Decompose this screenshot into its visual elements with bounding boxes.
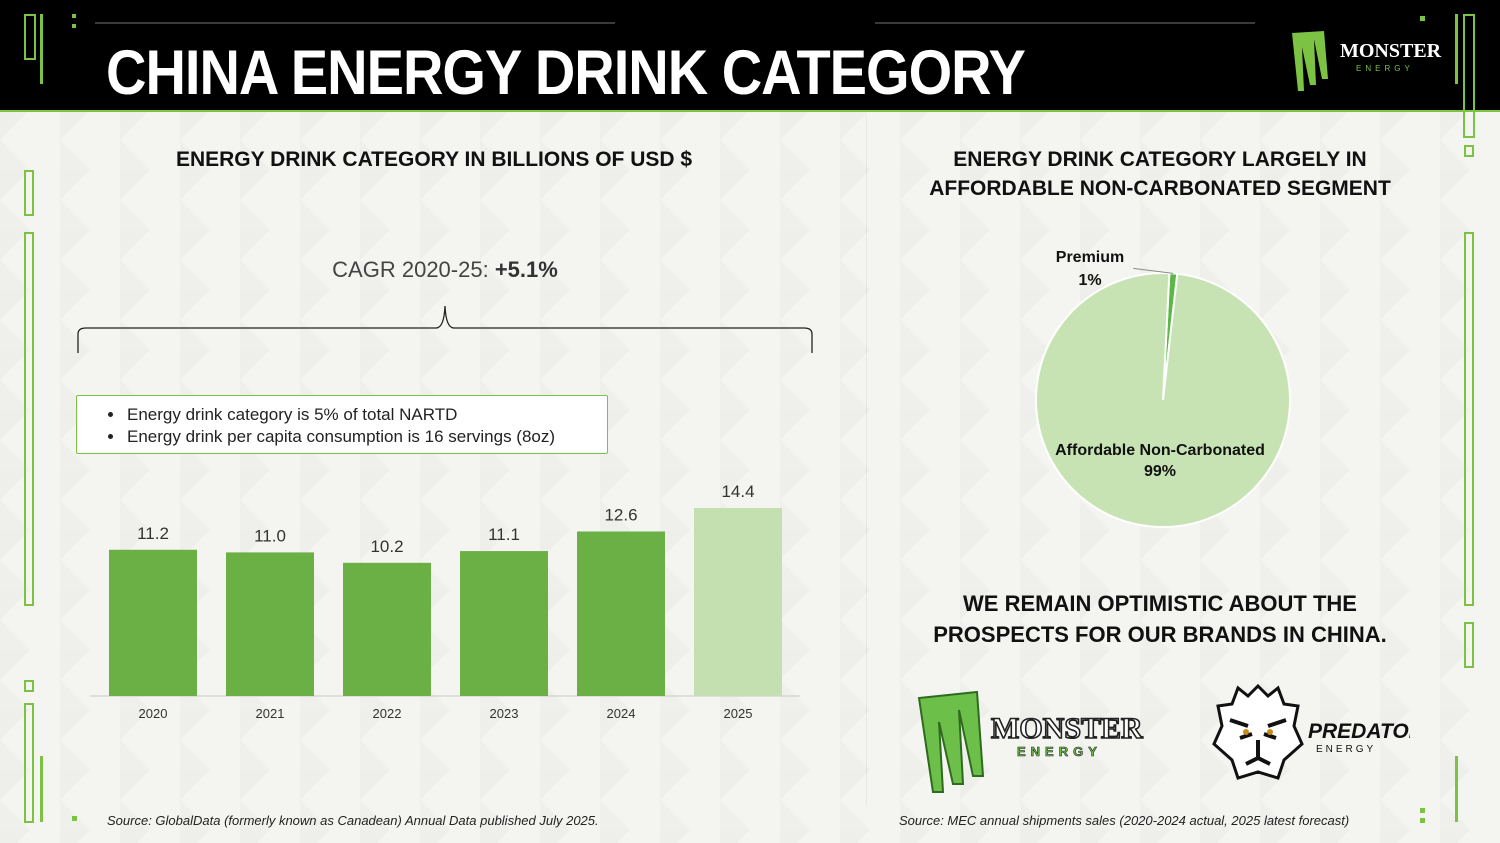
cagr-value: +5.1% (494, 257, 558, 282)
column-divider (866, 115, 867, 805)
side-accent-dot (72, 816, 77, 821)
predator-energy-brand-logo: PREDATOR ENERGY (1212, 683, 1410, 780)
bar-value-label: 10.2 (370, 537, 403, 556)
source-left: Source: GlobalData (formerly known as Ca… (107, 813, 599, 828)
header-bar: CHINA ENERGY DRINK CATEGORY MONSTER ENER… (0, 0, 1500, 138)
side-accent-bracket (24, 703, 34, 823)
bar-2023 (460, 551, 548, 696)
header-accent-dot (72, 14, 76, 18)
pie-label-premium: Premium (1056, 249, 1124, 266)
bar-2022 (343, 562, 431, 696)
info-box: Energy drink category is 5% of total NAR… (76, 395, 608, 454)
side-accent-bar (40, 756, 43, 822)
x-tick-label: 2025 (724, 706, 753, 721)
bar-value-label: 11.2 (137, 524, 169, 543)
pie-chart-heading: ENERGY DRINK CATEGORY LARGELY IN AFFORDA… (880, 145, 1440, 203)
brand1-wordmark: MONSTER (991, 712, 1143, 745)
brand2-subtext: ENERGY (1316, 744, 1376, 755)
x-tick-label: 2022 (373, 706, 402, 721)
x-tick-label: 2024 (607, 706, 636, 721)
header-accent-dot (72, 24, 76, 28)
header-accent-dot (1420, 16, 1425, 21)
side-accent-square (24, 680, 34, 692)
page-title: CHINA ENERGY DRINK CATEGORY (106, 37, 1026, 108)
pie-heading-line1: ENERGY DRINK CATEGORY LARGELY IN (953, 148, 1367, 171)
bar-value-label: 14.4 (721, 482, 754, 501)
side-accent-square (1464, 145, 1474, 157)
bar-2020 (109, 549, 197, 696)
bar-2025 (694, 508, 782, 696)
side-accent-bracket (24, 232, 34, 606)
header-accent-bar (40, 14, 43, 84)
pie-heading-line2: AFFORDABLE NON-CARBONATED SEGMENT (929, 177, 1391, 200)
logo-subtext: ENERGY (1356, 64, 1414, 73)
brand1-subtext: ENERGY (1017, 744, 1102, 759)
bar-value-label: 12.6 (604, 506, 637, 525)
optimistic-line2: PROSPECTS FOR OUR BRANDS IN CHINA. (933, 622, 1387, 647)
header-accent-bar (1455, 14, 1458, 84)
monster-energy-brand-logo: MONSTER ENERGY (917, 690, 1144, 793)
brand2-wordmark: PREDATOR (1308, 720, 1410, 743)
bar-value-label: 11.1 (488, 525, 520, 544)
header-rule-left (95, 22, 615, 24)
bar-chart-heading: ENERGY DRINK CATEGORY IN BILLIONS OF USD… (175, 148, 693, 171)
premium-leader-line (1133, 267, 1174, 274)
side-accent-bar (1455, 756, 1458, 822)
cagr-label: CAGR 2020-25: +5.1% (260, 257, 630, 283)
tiger-head-icon (1212, 683, 1304, 780)
bar-2024 (577, 531, 665, 696)
monster-logo: MONSTER ENERGY (1292, 31, 1442, 91)
x-tick-label: 2023 (490, 706, 519, 721)
source-right: Source: MEC annual shipments sales (2020… (899, 813, 1350, 828)
side-accent-bracket (24, 170, 34, 216)
cagr-text: CAGR 2020-25: (332, 257, 489, 282)
info-item: Energy drink category is 5% of total NAR… (125, 404, 607, 426)
side-accent-bracket (1464, 232, 1474, 606)
side-accent-dot (1420, 818, 1425, 823)
header-accent-bracket (24, 14, 36, 60)
pie-chart: Premium 1% Affordable Non-Carbonated 99% (1035, 249, 1291, 528)
pie-value-premium: 1% (1078, 272, 1101, 289)
side-accent-dot (1420, 808, 1425, 813)
header-accent-bracket (1463, 14, 1475, 138)
optimistic-line1: WE REMAIN OPTIMISTIC ABOUT THE (963, 591, 1357, 616)
bar-value-label: 11.0 (254, 526, 286, 545)
cagr-brace (77, 305, 813, 353)
info-item: Energy drink per capita consumption is 1… (125, 426, 607, 448)
bar-2021 (226, 552, 314, 696)
pie-slice-affordable (1035, 272, 1291, 528)
optimistic-statement: WE REMAIN OPTIMISTIC ABOUT THE PROSPECTS… (880, 588, 1440, 650)
info-list: Energy drink category is 5% of total NAR… (77, 396, 607, 448)
pie-label-affordable: Affordable Non-Carbonated (1055, 442, 1265, 459)
logo-wordmark: MONSTER (1340, 40, 1442, 62)
bar-chart: 11.2 2020 11.0 2021 10.2 2022 11.1 2023 12.6 2024… (90, 482, 800, 721)
x-tick-label: 2020 (139, 706, 168, 721)
header-rule-right (875, 22, 1255, 24)
side-accent-bracket (1464, 622, 1474, 668)
x-tick-label: 2021 (256, 706, 285, 721)
pie-value-affordable: 99% (1144, 463, 1176, 480)
